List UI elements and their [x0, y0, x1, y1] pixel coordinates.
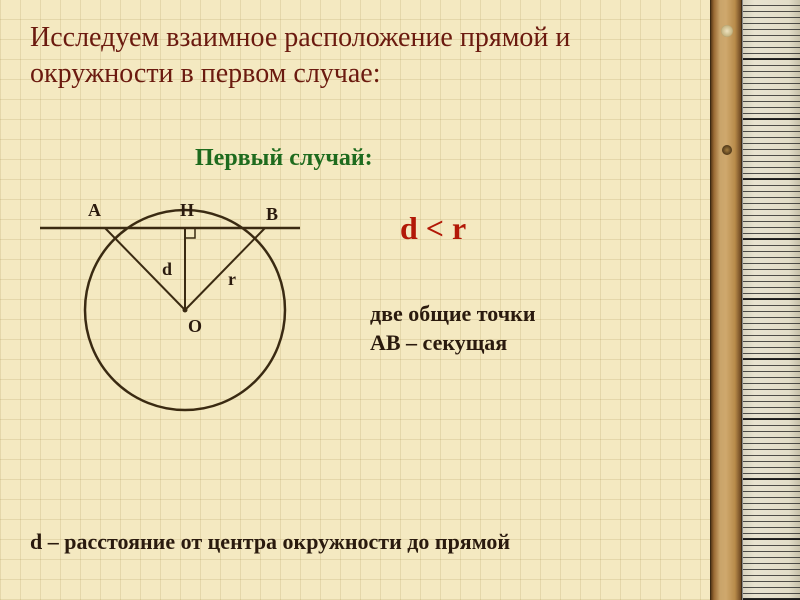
ruler-major-ticks: [743, 0, 800, 600]
case-title: Первый случай:: [195, 145, 373, 172]
ruler-wood-strip: [710, 0, 742, 600]
geometry-diagram: А Н В d r О: [30, 180, 330, 440]
formula: d < r: [400, 210, 466, 247]
desc-line-2: АВ – секущая: [370, 329, 536, 358]
case-title-text: Первый случай:: [195, 145, 373, 171]
slide-heading: Исследуем взаимное расположение прямой и…: [30, 20, 690, 93]
label-O: О: [188, 316, 202, 336]
ruler-decoration: [710, 0, 800, 600]
label-B: В: [266, 204, 278, 224]
ruler-scale: [742, 0, 800, 600]
label-r: r: [228, 269, 236, 289]
footnote: d – расстояние от центра окружности до п…: [30, 529, 510, 555]
slide: Исследуем взаимное расположение прямой и…: [0, 0, 800, 600]
description: две общие точки АВ – секущая: [370, 300, 536, 357]
desc-line-1: две общие точки: [370, 300, 536, 329]
segment-OA: [105, 228, 185, 310]
label-A: А: [88, 200, 101, 220]
center-dot: [183, 308, 188, 313]
label-d: d: [162, 259, 172, 279]
right-angle-mark: [185, 228, 195, 238]
label-H: Н: [180, 200, 194, 220]
segment-OB: [185, 228, 265, 310]
